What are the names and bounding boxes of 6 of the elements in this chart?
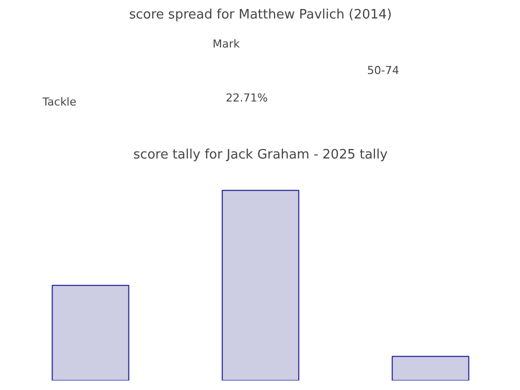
text: score spread for Matthew Pavlich (2014)	[129, 8, 392, 22]
text: Mark	[212, 38, 240, 51]
text: Tackle	[42, 96, 77, 108]
text: 22.71%	[226, 92, 268, 105]
chart-title: score tally for Jack Graham - 2025 tally	[133, 148, 388, 162]
text: 50-74	[367, 64, 400, 77]
